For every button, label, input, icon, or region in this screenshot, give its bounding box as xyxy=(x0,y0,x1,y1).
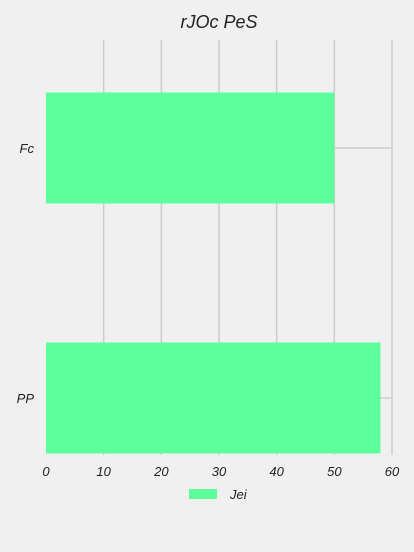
y-tick-label-fc: Fc xyxy=(20,141,35,156)
chart-title: rJOc PeS xyxy=(180,12,257,32)
x-axis-tick-labels: 0 10 20 30 40 50 60 xyxy=(42,464,400,479)
bar-pp xyxy=(46,342,381,454)
legend-swatch-jei xyxy=(189,489,217,499)
x-tick-label-0: 0 xyxy=(42,464,50,479)
x-tick-label-60: 60 xyxy=(385,464,400,479)
legend-label-jei: Jei xyxy=(229,487,248,502)
x-tick-label-40: 40 xyxy=(269,464,284,479)
y-tick-label-pp: PP xyxy=(17,391,35,406)
legend: Jei xyxy=(189,487,248,502)
bars xyxy=(46,92,381,454)
y-axis-tick-labels: Fc PP xyxy=(17,141,35,406)
x-tick-label-10: 10 xyxy=(96,464,111,479)
x-tick-label-50: 50 xyxy=(327,464,342,479)
x-tick-label-30: 30 xyxy=(212,464,227,479)
bar-fc xyxy=(46,92,335,204)
x-tick-label-20: 20 xyxy=(153,464,169,479)
